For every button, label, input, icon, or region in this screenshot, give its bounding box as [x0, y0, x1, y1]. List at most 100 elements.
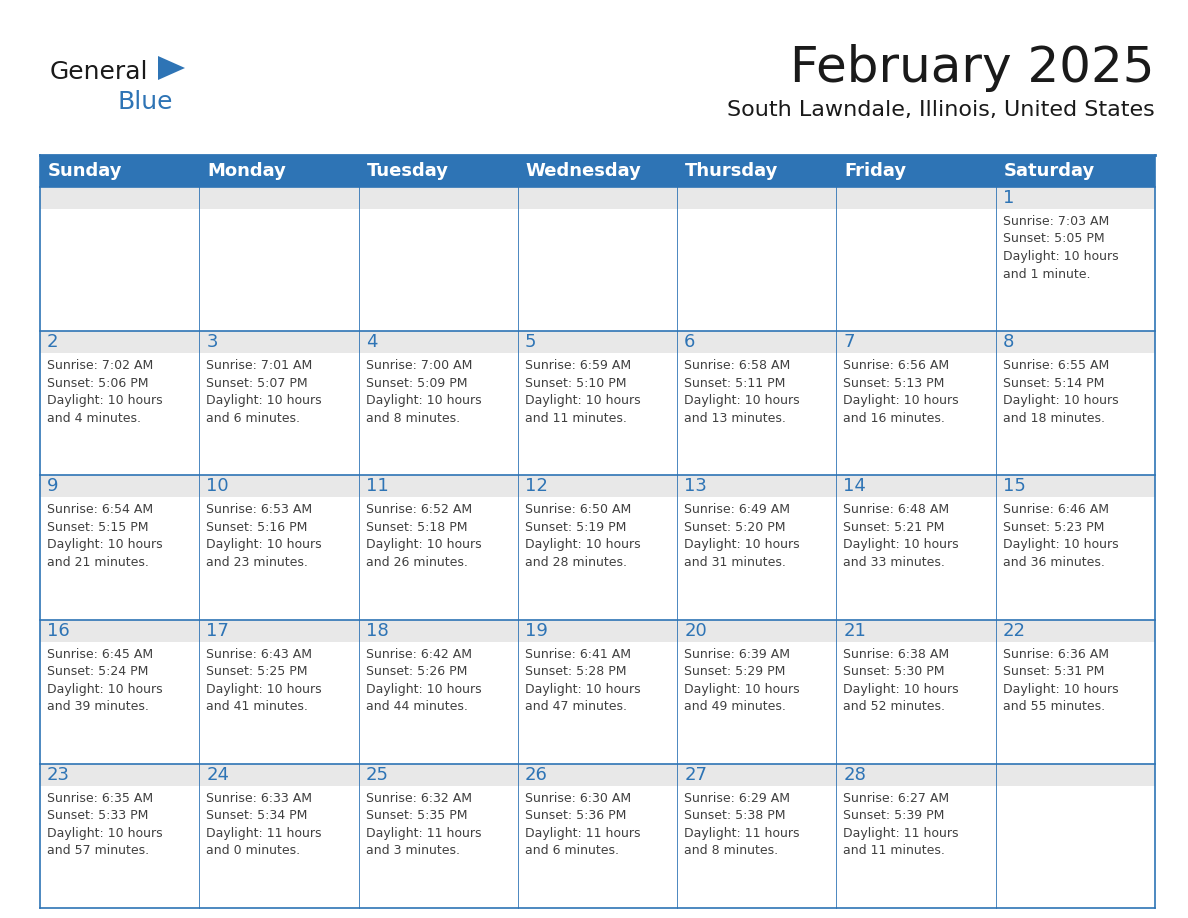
Bar [518, 764, 677, 786]
Text: Sunrise: 6:54 AM
Sunset: 5:15 PM
Daylight: 10 hours
and 21 minutes.: Sunrise: 6:54 AM Sunset: 5:15 PM Dayligh… [48, 503, 163, 569]
Bar [996, 331, 1155, 353]
Bar [359, 764, 518, 786]
Text: Monday: Monday [207, 162, 286, 180]
Bar [518, 620, 677, 642]
Text: 2: 2 [48, 333, 58, 352]
Polygon shape [158, 56, 185, 80]
Bar [836, 764, 996, 786]
Bar [40, 764, 200, 786]
Bar [996, 187, 1155, 209]
Text: 5: 5 [525, 333, 536, 352]
Text: Sunrise: 6:59 AM
Sunset: 5:10 PM
Daylight: 10 hours
and 11 minutes.: Sunrise: 6:59 AM Sunset: 5:10 PM Dayligh… [525, 359, 640, 425]
Text: 17: 17 [207, 621, 229, 640]
Text: 27: 27 [684, 766, 707, 784]
Bar [677, 764, 836, 786]
Bar [996, 764, 1155, 786]
Text: 18: 18 [366, 621, 388, 640]
Bar [40, 476, 200, 498]
Bar [677, 620, 836, 642]
Bar [677, 476, 836, 498]
Text: Friday: Friday [845, 162, 906, 180]
Bar [518, 331, 677, 353]
Text: Sunday: Sunday [48, 162, 122, 180]
Text: 22: 22 [1003, 621, 1025, 640]
Text: Sunrise: 7:02 AM
Sunset: 5:06 PM
Daylight: 10 hours
and 4 minutes.: Sunrise: 7:02 AM Sunset: 5:06 PM Dayligh… [48, 359, 163, 425]
Bar [359, 331, 518, 353]
Text: Sunrise: 6:33 AM
Sunset: 5:34 PM
Daylight: 11 hours
and 0 minutes.: Sunrise: 6:33 AM Sunset: 5:34 PM Dayligh… [207, 792, 322, 857]
Text: 23: 23 [48, 766, 70, 784]
Bar [359, 187, 518, 209]
Text: 12: 12 [525, 477, 548, 496]
Text: Sunrise: 6:56 AM
Sunset: 5:13 PM
Daylight: 10 hours
and 16 minutes.: Sunrise: 6:56 AM Sunset: 5:13 PM Dayligh… [843, 359, 959, 425]
Bar [200, 620, 359, 642]
Text: 20: 20 [684, 621, 707, 640]
Text: Thursday: Thursday [685, 162, 778, 180]
Bar [677, 187, 836, 209]
Text: 1: 1 [1003, 189, 1015, 207]
Bar [836, 620, 996, 642]
Text: Sunrise: 6:52 AM
Sunset: 5:18 PM
Daylight: 10 hours
and 26 minutes.: Sunrise: 6:52 AM Sunset: 5:18 PM Dayligh… [366, 503, 481, 569]
Text: 11: 11 [366, 477, 388, 496]
Text: February 2025: February 2025 [790, 44, 1155, 92]
Bar [200, 331, 359, 353]
Text: Sunrise: 6:58 AM
Sunset: 5:11 PM
Daylight: 10 hours
and 13 minutes.: Sunrise: 6:58 AM Sunset: 5:11 PM Dayligh… [684, 359, 800, 425]
Text: Sunrise: 6:30 AM
Sunset: 5:36 PM
Daylight: 11 hours
and 6 minutes.: Sunrise: 6:30 AM Sunset: 5:36 PM Dayligh… [525, 792, 640, 857]
Text: Sunrise: 6:42 AM
Sunset: 5:26 PM
Daylight: 10 hours
and 44 minutes.: Sunrise: 6:42 AM Sunset: 5:26 PM Dayligh… [366, 647, 481, 713]
Text: 15: 15 [1003, 477, 1025, 496]
Text: Sunrise: 6:35 AM
Sunset: 5:33 PM
Daylight: 10 hours
and 57 minutes.: Sunrise: 6:35 AM Sunset: 5:33 PM Dayligh… [48, 792, 163, 857]
Text: 28: 28 [843, 766, 866, 784]
Bar [996, 476, 1155, 498]
Text: Sunrise: 6:49 AM
Sunset: 5:20 PM
Daylight: 10 hours
and 31 minutes.: Sunrise: 6:49 AM Sunset: 5:20 PM Dayligh… [684, 503, 800, 569]
Text: Sunrise: 7:01 AM
Sunset: 5:07 PM
Daylight: 10 hours
and 6 minutes.: Sunrise: 7:01 AM Sunset: 5:07 PM Dayligh… [207, 359, 322, 425]
Text: 16: 16 [48, 621, 70, 640]
Bar [518, 187, 677, 209]
Text: Sunrise: 6:36 AM
Sunset: 5:31 PM
Daylight: 10 hours
and 55 minutes.: Sunrise: 6:36 AM Sunset: 5:31 PM Dayligh… [1003, 647, 1118, 713]
Text: 6: 6 [684, 333, 695, 352]
Bar [677, 331, 836, 353]
Text: 14: 14 [843, 477, 866, 496]
Text: 3: 3 [207, 333, 217, 352]
Bar [40, 620, 200, 642]
Text: Sunrise: 6:29 AM
Sunset: 5:38 PM
Daylight: 11 hours
and 8 minutes.: Sunrise: 6:29 AM Sunset: 5:38 PM Dayligh… [684, 792, 800, 857]
Bar [200, 187, 359, 209]
Bar [518, 476, 677, 498]
Bar [40, 187, 200, 209]
Text: Sunrise: 6:39 AM
Sunset: 5:29 PM
Daylight: 10 hours
and 49 minutes.: Sunrise: 6:39 AM Sunset: 5:29 PM Dayligh… [684, 647, 800, 713]
Bar [359, 620, 518, 642]
Text: Tuesday: Tuesday [367, 162, 449, 180]
Text: Sunrise: 6:48 AM
Sunset: 5:21 PM
Daylight: 10 hours
and 33 minutes.: Sunrise: 6:48 AM Sunset: 5:21 PM Dayligh… [843, 503, 959, 569]
Text: Sunrise: 6:32 AM
Sunset: 5:35 PM
Daylight: 11 hours
and 3 minutes.: Sunrise: 6:32 AM Sunset: 5:35 PM Dayligh… [366, 792, 481, 857]
Bar [359, 476, 518, 498]
Text: Sunrise: 7:00 AM
Sunset: 5:09 PM
Daylight: 10 hours
and 8 minutes.: Sunrise: 7:00 AM Sunset: 5:09 PM Dayligh… [366, 359, 481, 425]
Text: 21: 21 [843, 621, 866, 640]
Text: 7: 7 [843, 333, 855, 352]
Text: 13: 13 [684, 477, 707, 496]
Text: Sunrise: 6:53 AM
Sunset: 5:16 PM
Daylight: 10 hours
and 23 minutes.: Sunrise: 6:53 AM Sunset: 5:16 PM Dayligh… [207, 503, 322, 569]
Text: 8: 8 [1003, 333, 1015, 352]
Text: Sunrise: 6:27 AM
Sunset: 5:39 PM
Daylight: 11 hours
and 11 minutes.: Sunrise: 6:27 AM Sunset: 5:39 PM Dayligh… [843, 792, 959, 857]
Bar [836, 331, 996, 353]
Bar [40, 331, 200, 353]
Text: 19: 19 [525, 621, 548, 640]
Text: Sunrise: 6:50 AM
Sunset: 5:19 PM
Daylight: 10 hours
and 28 minutes.: Sunrise: 6:50 AM Sunset: 5:19 PM Dayligh… [525, 503, 640, 569]
Text: 4: 4 [366, 333, 377, 352]
Text: South Lawndale, Illinois, United States: South Lawndale, Illinois, United States [727, 100, 1155, 120]
Bar [40, 155, 1155, 187]
Bar [996, 620, 1155, 642]
Text: Sunrise: 6:43 AM
Sunset: 5:25 PM
Daylight: 10 hours
and 41 minutes.: Sunrise: 6:43 AM Sunset: 5:25 PM Dayligh… [207, 647, 322, 713]
Bar [200, 764, 359, 786]
Text: Sunrise: 6:38 AM
Sunset: 5:30 PM
Daylight: 10 hours
and 52 minutes.: Sunrise: 6:38 AM Sunset: 5:30 PM Dayligh… [843, 647, 959, 713]
Text: Sunrise: 7:03 AM
Sunset: 5:05 PM
Daylight: 10 hours
and 1 minute.: Sunrise: 7:03 AM Sunset: 5:05 PM Dayligh… [1003, 215, 1118, 281]
Text: 25: 25 [366, 766, 388, 784]
Text: Saturday: Saturday [1004, 162, 1095, 180]
Text: Sunrise: 6:45 AM
Sunset: 5:24 PM
Daylight: 10 hours
and 39 minutes.: Sunrise: 6:45 AM Sunset: 5:24 PM Dayligh… [48, 647, 163, 713]
Text: Wednesday: Wednesday [526, 162, 642, 180]
Text: 10: 10 [207, 477, 229, 496]
Bar [200, 476, 359, 498]
Text: Sunrise: 6:46 AM
Sunset: 5:23 PM
Daylight: 10 hours
and 36 minutes.: Sunrise: 6:46 AM Sunset: 5:23 PM Dayligh… [1003, 503, 1118, 569]
Bar [836, 187, 996, 209]
Text: 9: 9 [48, 477, 58, 496]
Text: 26: 26 [525, 766, 548, 784]
Bar [836, 476, 996, 498]
Text: Blue: Blue [118, 90, 173, 114]
